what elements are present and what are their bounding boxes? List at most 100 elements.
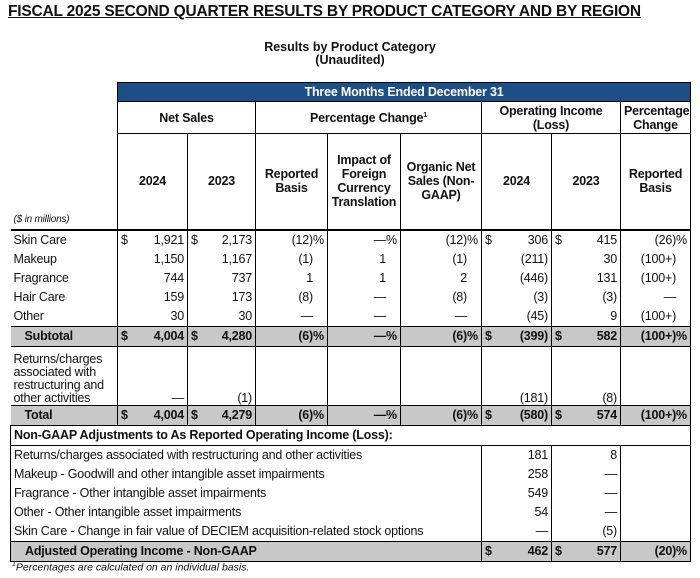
cell-value: (1): [298, 252, 313, 266]
adjustment-row: Makeup - Goodwill and other intangible a…: [10, 464, 692, 484]
value-cell: 9: [551, 306, 621, 326]
cell-value: 744: [163, 271, 184, 285]
cell-value: —: [604, 486, 618, 500]
cell-value: (1): [452, 252, 467, 266]
cell-value: —: [373, 290, 387, 304]
value-cell: $4,280: [187, 325, 256, 347]
cell-value: (3): [533, 290, 548, 304]
dollar-sign: $: [485, 408, 492, 422]
row-label: Total: [10, 404, 118, 426]
dollar-sign: $: [191, 233, 198, 247]
value-cell: $306: [481, 228, 552, 250]
cell-value: 173: [231, 290, 252, 304]
cell-value: 4,280: [221, 329, 252, 343]
cell-value: 582: [596, 329, 617, 343]
cell-value: (8): [298, 290, 313, 304]
cell-value: (181): [519, 390, 548, 405]
table-row: Subtotal $4,004 $4,280 (6)% —% (6)% $ (399) $582…: [10, 325, 692, 347]
cell-value: (6): [452, 329, 467, 343]
adjustment-row: Other - Other intangible asset impairmen…: [10, 502, 692, 522]
cell-value: (100+): [640, 408, 677, 422]
cell-value: (100+): [640, 309, 677, 323]
value-cell: (6)%: [255, 404, 328, 426]
value-cell: $415: [551, 228, 621, 250]
percent-sign: %: [467, 329, 478, 343]
adjustment-label: Other - Other intangible asset impairmen…: [10, 502, 482, 522]
cell-value: 30: [170, 309, 184, 323]
row-label: Returns/charges associated with restruct…: [13, 351, 105, 405]
cell-value: 4,279: [221, 408, 252, 422]
value-cell: $ (399): [481, 325, 552, 347]
value-cell: (26)%: [619, 228, 692, 250]
value-cell: —: [400, 306, 482, 326]
period-header: Three Months Ended December 31: [116, 82, 692, 102]
non-gaap-heading-row: Non-GAAP Adjustments to As Reported Oper…: [9, 424, 692, 446]
value-cell: 54: [481, 502, 552, 522]
dollar-sign: $: [555, 233, 562, 247]
value-cell: (20)%: [619, 540, 692, 562]
value-cell: (100+)%: [619, 404, 692, 426]
cell-value: 577: [596, 544, 617, 558]
cell-value: 1,150: [153, 252, 184, 266]
cell-value: 2: [460, 271, 467, 285]
cell-value: 30: [238, 309, 252, 323]
column-header: 2023: [187, 133, 256, 230]
net-sales-header: Net Sales: [117, 101, 256, 134]
value-cell: 8: [551, 445, 621, 465]
row-label: Hair Care: [13, 290, 66, 304]
column-header: 2024: [481, 133, 552, 230]
cell-value: 4,004: [153, 408, 184, 422]
cell-value: 1: [306, 271, 313, 285]
percent-sign: %: [676, 408, 687, 422]
value-cell: (12)%: [400, 228, 482, 250]
cell-value: 737: [231, 271, 252, 285]
value-cell: —%: [327, 325, 401, 347]
value-cell: $2,173: [187, 228, 256, 250]
value-cell: [255, 346, 328, 405]
value-cell: (211): [481, 249, 552, 269]
value-cell: —: [327, 287, 401, 307]
dollar-sign: $: [121, 408, 128, 422]
value-cell: [327, 346, 401, 405]
value-cell: 30: [187, 306, 256, 326]
table-row: Fragrance 744 737 1 1 2 (446) 131 (100+): [11, 268, 692, 288]
value-cell: (1): [400, 249, 482, 269]
adjustment-label: Returns/charges associated with restruct…: [10, 445, 482, 465]
value-cell: 1: [327, 249, 401, 269]
value-cell: (1): [255, 249, 328, 269]
dollar-sign: $: [121, 233, 128, 247]
cell-value: —: [535, 524, 549, 538]
cell-value: (211): [520, 252, 548, 266]
adjustment-label: Skin Care - Change in fair value of DECI…: [10, 521, 482, 542]
percent-sign: %: [313, 233, 324, 247]
unaudited-label: (Unaudited): [315, 53, 385, 67]
value-cell: 30: [117, 306, 188, 326]
subtitle: Results by Product Category: [264, 40, 436, 54]
cell-value: 131: [596, 271, 617, 285]
cell-value: 30: [603, 252, 617, 266]
cell-value: (6): [298, 329, 313, 343]
cell-value: 9: [610, 309, 617, 323]
cell-value: 549: [527, 486, 548, 500]
value-cell: (100+): [619, 268, 692, 288]
operating-income-header: Operating Income (Loss): [481, 101, 621, 134]
cell-value: —: [373, 233, 387, 247]
table-row: Skin Care $1,921 $2,173 (12)% —% (12)% $306 $41…: [10, 228, 692, 250]
value-cell: (1): [187, 346, 256, 405]
value-cell: $4,004: [117, 404, 188, 426]
percent-sign: %: [467, 408, 478, 422]
percent-sign: %: [676, 544, 687, 558]
table-subtitle: Results by Product Category (Unaudited): [0, 41, 700, 67]
adjustment-row: Returns/charges associated with restruct…: [10, 445, 692, 465]
value-cell: 258: [481, 464, 552, 484]
cell-value: —: [454, 309, 468, 323]
dollar-sign: $: [485, 544, 492, 558]
cell-value: (6): [452, 408, 467, 422]
units-label: ($ in millions): [13, 213, 70, 225]
column-header: 2024: [117, 133, 188, 230]
cell-value: —: [604, 505, 618, 519]
cell-value: (446): [519, 271, 548, 285]
cell-value: 1,921: [153, 233, 184, 247]
column-header: Reported Basis: [619, 133, 692, 230]
cell-value: (45): [526, 309, 549, 323]
